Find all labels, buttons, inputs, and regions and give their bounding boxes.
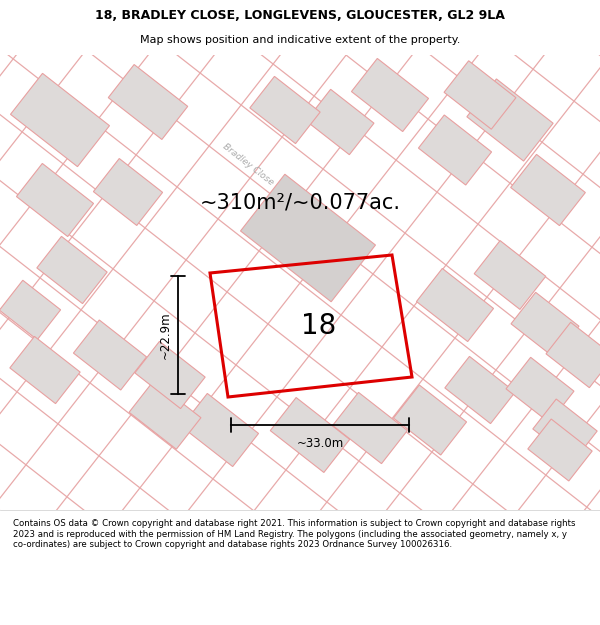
Polygon shape: [352, 59, 428, 131]
Polygon shape: [467, 79, 553, 161]
Polygon shape: [73, 320, 146, 390]
Text: ~22.9m: ~22.9m: [159, 311, 172, 359]
Polygon shape: [445, 356, 515, 424]
Polygon shape: [418, 115, 491, 185]
Polygon shape: [135, 341, 205, 409]
Text: 18, BRADLEY CLOSE, LONGLEVENS, GLOUCESTER, GL2 9LA: 18, BRADLEY CLOSE, LONGLEVENS, GLOUCESTE…: [95, 9, 505, 22]
Polygon shape: [250, 76, 320, 144]
Polygon shape: [94, 159, 163, 226]
Polygon shape: [270, 398, 350, 472]
Polygon shape: [506, 357, 574, 422]
Text: Contains OS data © Crown copyright and database right 2021. This information is : Contains OS data © Crown copyright and d…: [13, 519, 576, 549]
Polygon shape: [416, 269, 494, 341]
Polygon shape: [0, 280, 61, 340]
Polygon shape: [511, 154, 586, 226]
Polygon shape: [511, 292, 579, 357]
Text: ~33.0m: ~33.0m: [296, 437, 344, 450]
Polygon shape: [444, 61, 516, 129]
Polygon shape: [394, 385, 467, 455]
Text: 18: 18: [301, 311, 336, 339]
Polygon shape: [37, 236, 107, 304]
Polygon shape: [533, 399, 597, 461]
Text: Map shows position and indicative extent of the property.: Map shows position and indicative extent…: [140, 34, 460, 44]
Polygon shape: [474, 241, 546, 309]
Text: Bradley Close: Bradley Close: [221, 142, 275, 188]
Polygon shape: [108, 64, 188, 139]
Text: ~310m²/~0.077ac.: ~310m²/~0.077ac.: [199, 193, 401, 213]
Polygon shape: [129, 381, 201, 449]
Polygon shape: [306, 89, 374, 155]
Polygon shape: [241, 174, 376, 302]
Polygon shape: [181, 394, 259, 466]
Polygon shape: [332, 392, 407, 464]
Polygon shape: [11, 73, 109, 167]
Polygon shape: [528, 419, 592, 481]
Polygon shape: [16, 164, 94, 236]
Polygon shape: [10, 336, 80, 404]
Polygon shape: [546, 322, 600, 388]
